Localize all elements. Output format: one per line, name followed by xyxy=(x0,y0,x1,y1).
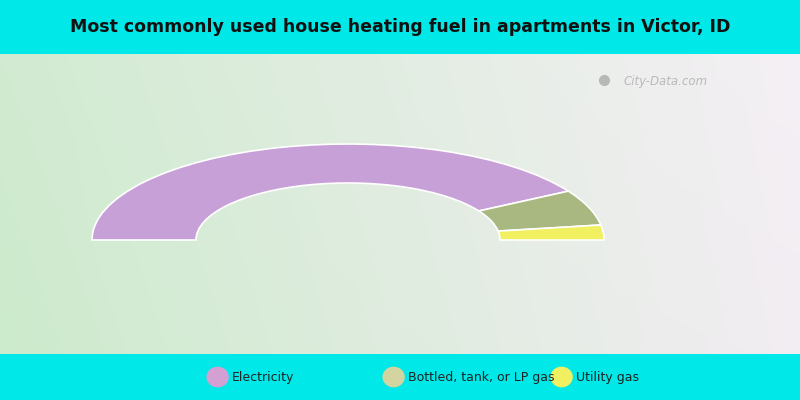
Ellipse shape xyxy=(382,367,405,387)
Text: Utility gas: Utility gas xyxy=(576,370,639,384)
Text: Bottled, tank, or LP gas: Bottled, tank, or LP gas xyxy=(408,370,554,384)
Ellipse shape xyxy=(206,367,229,387)
Wedge shape xyxy=(92,144,568,240)
Wedge shape xyxy=(498,225,604,240)
Text: Electricity: Electricity xyxy=(232,370,294,384)
Ellipse shape xyxy=(550,367,573,387)
Text: City-Data.com: City-Data.com xyxy=(624,75,708,88)
Wedge shape xyxy=(479,191,601,231)
Text: Most commonly used house heating fuel in apartments in Victor, ID: Most commonly used house heating fuel in… xyxy=(70,18,730,36)
